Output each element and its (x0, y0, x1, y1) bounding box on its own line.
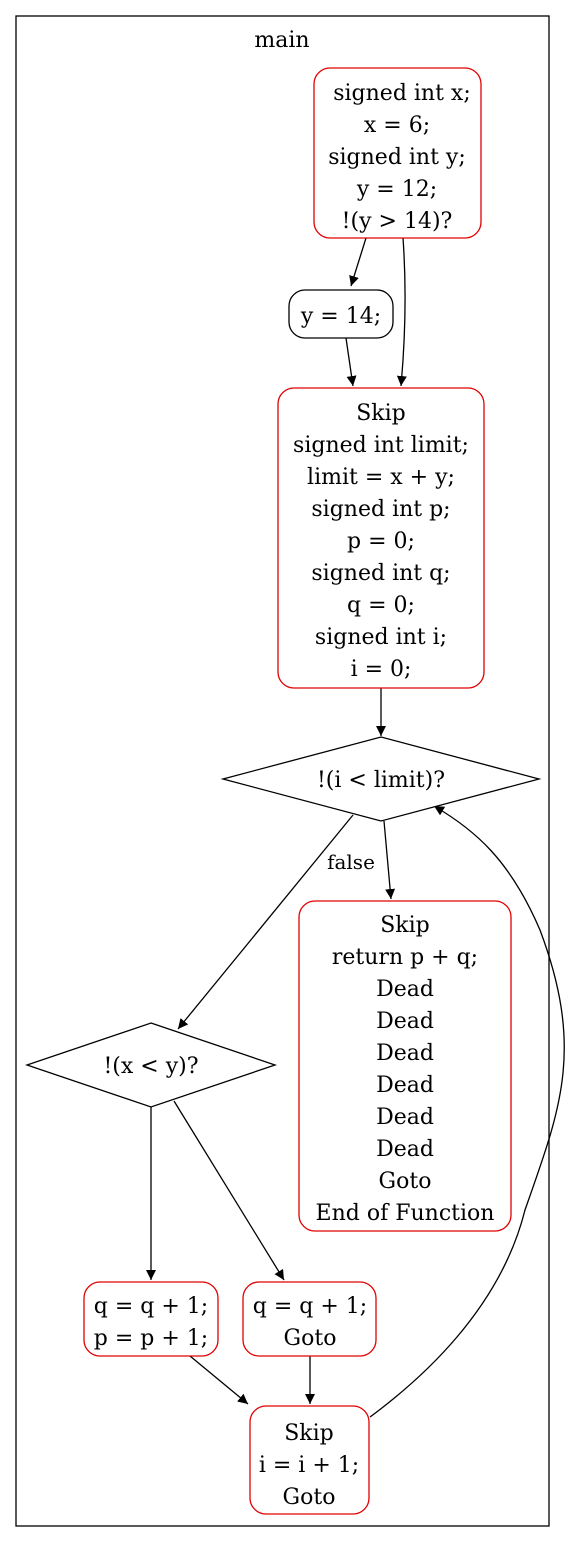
node-assign-y-block: y = 14; (288, 289, 394, 339)
node-return-line-9: Goto (379, 1169, 432, 1194)
node-setup-line-7: q = 0; (347, 593, 415, 618)
node-setup-line-1: Skip (356, 401, 406, 426)
node-return-line-4: Dead (376, 1009, 434, 1034)
node-setup-shape (277, 387, 485, 689)
node-setup-block: Skip signed int limit; limit = x + y; si… (277, 387, 485, 689)
node-assign-y-line-1: y = 14; (300, 304, 381, 329)
node-increment-i-line-1: Skip (284, 1421, 334, 1446)
node-loop-condition-shape (220, 736, 542, 822)
node-return-line-7: Dead (376, 1105, 434, 1130)
node-setup-line-2: signed int limit; (293, 433, 469, 458)
node-setup-line-6: signed int q; (311, 561, 450, 586)
edge-n6-n8 (173, 1100, 285, 1281)
node-return-line-5: Dead (376, 1041, 434, 1066)
node-increment-q-shape (242, 1281, 377, 1357)
edge-label-false: false (327, 850, 375, 874)
node-return-line-1: Skip (380, 913, 430, 938)
edge-n4-n6 (177, 814, 354, 1030)
edge-n9-n4 (369, 805, 565, 1418)
node-init-line-4: y = 12; (356, 177, 437, 202)
node-increment-q-line-2: Goto (284, 1326, 337, 1351)
node-increment-i-block: Skip i = i + 1; Goto (249, 1405, 370, 1515)
node-return-line-2: return p + q; (332, 945, 478, 970)
node-compare-block: !(x < y)? (24, 1022, 278, 1108)
node-increment-both-block: q = q + 1; p = p + 1; (83, 1281, 219, 1357)
node-assign-y-shape (288, 289, 394, 339)
node-loop-condition-line-1: !(i < limit)? (317, 768, 445, 793)
node-init-line-5: !(y > 14)? (342, 209, 453, 234)
edge-n7-n9 (189, 1355, 249, 1405)
node-setup-line-3: limit = x + y; (307, 465, 455, 490)
node-setup-line-4: signed int p; (311, 497, 450, 522)
node-setup-line-5: p = 0; (347, 529, 415, 554)
node-compare-shape (24, 1022, 278, 1108)
cluster-main-border (15, 15, 550, 1527)
node-setup-line-8: signed int i; (315, 625, 447, 650)
node-increment-q-line-1: q = q + 1; (253, 1294, 367, 1319)
node-return-block: Skip return p + q; Dead Dead Dead Dead D… (298, 900, 512, 1232)
node-compare-line-1: !(x < y)? (103, 1054, 198, 1079)
node-increment-both-line-2: p = p + 1; (94, 1326, 208, 1351)
node-init-block: signed int x; x = 6; signed int y; y = 1… (313, 67, 482, 239)
node-init-line-3: signed int y; (328, 145, 466, 170)
node-init-shape (313, 67, 482, 239)
cluster-main-title: main (254, 28, 309, 53)
node-increment-i-shape (249, 1405, 370, 1515)
node-return-line-3: Dead (376, 977, 434, 1002)
node-return-shape (298, 900, 512, 1232)
node-setup-line-9: i = 0; (351, 657, 412, 682)
node-init-line-2: x = 6; (364, 113, 430, 138)
edge-n1-n2 (349, 237, 367, 287)
node-init-line-1: signed int x; (333, 81, 471, 106)
node-return-line-6: Dead (376, 1073, 434, 1098)
node-return-line-10: End of Function (316, 1201, 495, 1226)
node-increment-i-line-2: i = i + 1; (259, 1453, 359, 1478)
node-increment-both-shape (83, 1281, 219, 1357)
node-increment-i-line-3: Goto (283, 1485, 336, 1510)
node-increment-both-line-1: q = q + 1; (94, 1294, 208, 1319)
node-loop-condition-block: !(i < limit)? (220, 736, 542, 822)
edge-n2-n3 (345, 337, 357, 387)
edge-n1-n3 (396, 237, 407, 387)
node-return-line-8: Dead (376, 1137, 434, 1162)
node-increment-q-block: q = q + 1; Goto (242, 1281, 377, 1357)
edge-n4-n5 (383, 820, 396, 900)
